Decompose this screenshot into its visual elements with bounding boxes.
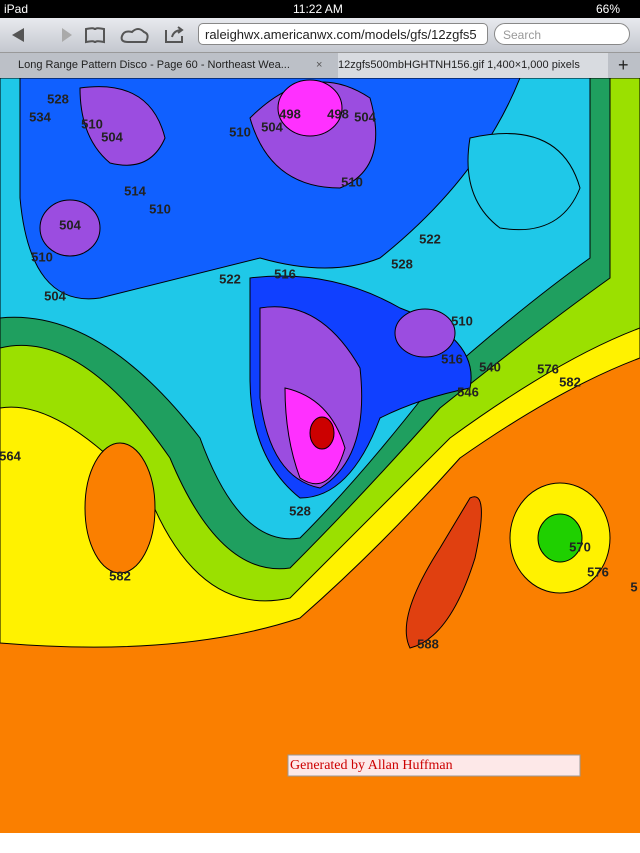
contour-label: 510 — [149, 201, 171, 216]
contour-label: 504 — [44, 288, 66, 303]
share-button[interactable] — [165, 26, 184, 43]
contour-label: 582 — [559, 374, 581, 389]
forward-button[interactable] — [62, 28, 72, 42]
icloud-button[interactable] — [120, 28, 149, 43]
contour-label: 504 — [101, 129, 123, 144]
contour-band — [79, 86, 166, 166]
time: 11:22 AM — [293, 2, 343, 16]
contour-label: 498 — [279, 106, 301, 121]
contour-label: 564 — [0, 448, 22, 463]
contour-band — [39, 199, 101, 257]
tab[interactable]: Long Range Pattern Disco - Page 60 - Nor… — [18, 59, 290, 71]
contour-label: 516 — [441, 351, 463, 366]
status-bar: iPad 11:22 AM 66% — [0, 0, 640, 18]
contour-label: 510 — [31, 249, 53, 264]
contour-label: 516 — [274, 266, 296, 281]
contour-label: 510 — [341, 174, 363, 189]
contour-label: 546 — [457, 384, 479, 399]
url-field[interactable]: raleighwx.americanwx.com/models/gfs/12zg… — [198, 23, 488, 45]
search-field[interactable]: Search — [494, 23, 630, 45]
contour-label: 540 — [479, 359, 501, 374]
contour-label: 576 — [537, 361, 559, 376]
toolbar: raleighwx.americanwx.com/models/gfs/12zg… — [0, 18, 640, 53]
credit: Generated by Allan Huffman — [290, 758, 453, 773]
tab[interactable]: 12zgfs500mbHGHTNH156.gif 1,400×1,000 pix… — [338, 53, 608, 78]
contour-band — [309, 416, 335, 450]
contour-label: 528 — [47, 91, 69, 106]
contour-label: 522 — [219, 271, 241, 286]
contour-label: 5 — [630, 579, 637, 594]
contour-band — [277, 79, 343, 137]
contour-label: 504 — [261, 119, 283, 134]
nav-buttons — [12, 26, 184, 44]
contour-label: 498 — [327, 106, 349, 121]
contour-label: 522 — [419, 231, 441, 246]
back-button[interactable] — [12, 28, 24, 42]
device: iPad — [4, 2, 29, 16]
contour-label: 510 — [229, 124, 251, 139]
tab-close[interactable]: × — [316, 59, 323, 71]
contour-label: 528 — [391, 256, 413, 271]
contour-band — [405, 496, 482, 649]
contour-label: 504 — [354, 109, 376, 124]
contour-band — [467, 133, 581, 231]
tab-bar: Long Range Pattern Disco - Page 60 - Nor… — [0, 53, 640, 78]
contour-band — [84, 442, 156, 574]
battery: 66% — [596, 2, 621, 16]
contour-label: 514 — [124, 183, 146, 198]
contour-label: 582 — [109, 568, 131, 583]
contour-label: 588 — [417, 636, 439, 651]
bookmarks-button[interactable] — [85, 27, 105, 44]
contour-label: 504 — [59, 217, 81, 232]
contour-label: 534 — [29, 109, 51, 124]
contour-label: 528 — [289, 503, 311, 518]
credit-box — [287, 754, 581, 777]
new-tab[interactable]: + — [618, 55, 629, 75]
contour-band — [394, 308, 456, 358]
contour-label: 510 — [81, 116, 103, 131]
contour-band — [537, 513, 583, 563]
contour-label: 570 — [569, 539, 591, 554]
contour-label: 510 — [451, 313, 473, 328]
contour-label: 576 — [587, 564, 609, 579]
